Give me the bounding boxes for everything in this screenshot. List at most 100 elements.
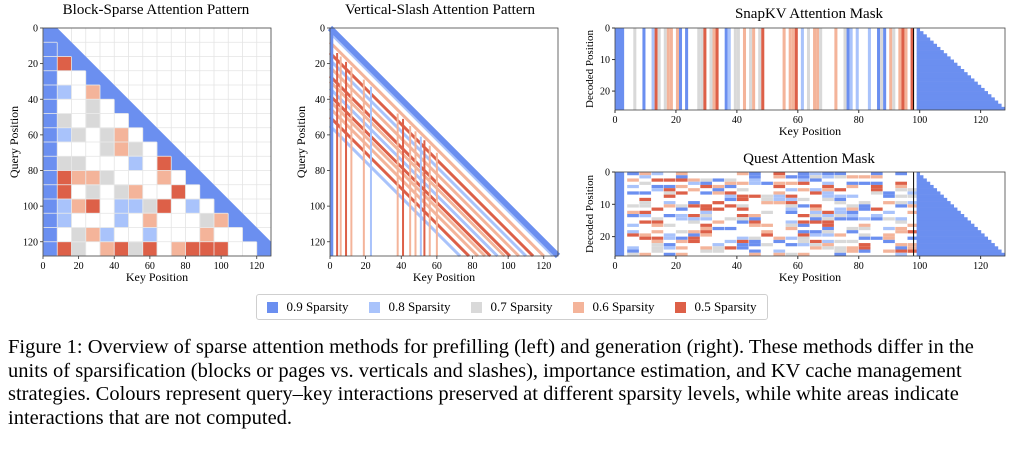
quest-page-cell [663, 246, 676, 250]
block-cell [100, 128, 114, 142]
block-cell [114, 242, 129, 256]
snapkv-decode-step [916, 56, 951, 60]
snapkv-x-tick-label: 60 [793, 115, 803, 126]
snapkv-decode-step [916, 59, 955, 63]
quest-page-cell [663, 178, 676, 182]
quest-page-cell [651, 178, 664, 182]
snapkv-frame [614, 27, 1006, 111]
snapkv-decode-step [916, 103, 1002, 108]
quest-page-cell [651, 230, 664, 234]
block-cell [100, 242, 114, 256]
quest-page-cell [895, 204, 907, 208]
quest-page-cell [810, 178, 822, 182]
quest-page-cell [749, 239, 761, 244]
quest-page-cell [810, 230, 822, 234]
quest-page-cell [761, 197, 773, 202]
legend-swatch [267, 301, 279, 313]
quest-page-cell [700, 223, 712, 227]
quest-page-cell [688, 214, 700, 218]
legend-swatch [369, 301, 381, 313]
quest-page-cell [834, 197, 847, 202]
quest-page-cell [675, 230, 688, 234]
quest-decode-step [916, 230, 982, 234]
vslash-slash-line [328, 59, 527, 258]
quest-page-cell [858, 223, 871, 227]
snapkv-kept-column [700, 28, 704, 110]
block-x-tick-label: 80 [181, 261, 191, 272]
quest-page-cell [761, 230, 773, 234]
quest-page-cell [675, 204, 688, 208]
quest-page-cell [895, 246, 907, 250]
quest-page-cell [846, 217, 859, 221]
block-cell [43, 42, 57, 57]
legend-item: 0.6 Sparsity [573, 299, 655, 315]
quest-page-cell [797, 230, 810, 234]
quest-page-cell [736, 236, 749, 240]
quest-page-cell [834, 252, 847, 256]
snapkv-kept-column [898, 28, 902, 110]
snapkv-decode-step [916, 69, 965, 73]
block-cell [128, 142, 143, 156]
quest-page-cell [688, 217, 700, 221]
snapkv-decode-step [916, 40, 934, 45]
quest-decode-step [916, 249, 1002, 254]
quest-page-cell [688, 181, 700, 185]
quest-page-cell [810, 233, 822, 237]
quest-page-cell [663, 191, 676, 195]
quest-page-cell [797, 236, 810, 240]
block-diagonal-band [43, 28, 271, 256]
vslash-y-tick-label: 40 [315, 95, 325, 106]
quest-page-cell [736, 239, 749, 244]
quest-sink-column [615, 172, 625, 256]
block-cell [114, 185, 129, 199]
snapkv-kept-column [712, 28, 716, 110]
block-cell [200, 227, 214, 242]
legend-item: 0.9 Sparsity [267, 299, 349, 315]
block-cell [86, 227, 100, 242]
block-cell [57, 156, 72, 171]
snapkv-decode-step [916, 87, 985, 92]
quest-page-cell [797, 252, 810, 256]
quest-page-cell [785, 207, 798, 211]
quest-page-cell [627, 252, 639, 256]
quest-page-cell [773, 184, 786, 189]
quest-page-cell [883, 249, 895, 253]
quest-page-cell [761, 210, 773, 214]
quest-page-cell [639, 201, 652, 205]
block-cell [128, 156, 143, 171]
quest-page-cell [675, 246, 688, 250]
quest-page-cell [822, 175, 834, 179]
quest-page-cell [895, 249, 907, 253]
quest-page-cell [712, 201, 725, 205]
vslash-chart-title: Vertical-Slash Attention Pattern [345, 2, 535, 18]
quest-page-cell [810, 191, 822, 195]
snapkv-x-tick-label: 20 [671, 115, 681, 126]
quest-page-cell [749, 249, 761, 253]
quest-page-cell [675, 178, 688, 182]
quest-page-cell [773, 194, 786, 198]
quest-decode-step [916, 233, 985, 237]
quest-page-cell [627, 191, 639, 195]
block-cell [71, 128, 86, 142]
quest-page-cell [761, 201, 773, 205]
quest-page-cell [834, 207, 847, 211]
snapkv-kept-column [663, 28, 667, 110]
quest-y-tick-label: 10 [600, 200, 610, 211]
quest-page-cell [797, 178, 810, 182]
legend-label: 0.7 Sparsity [490, 299, 553, 314]
snapkv-kept-column [733, 28, 737, 110]
snapkv-kept-column [788, 28, 792, 110]
quest-page-cell [870, 236, 883, 240]
quest-page-cell [822, 184, 834, 189]
quest-page-cell [663, 233, 676, 237]
snapkv-kept-column [642, 28, 646, 110]
quest-page-cell [785, 252, 798, 256]
quest-page-cell [663, 236, 676, 240]
block-y-tick-label: 40 [28, 95, 38, 106]
block-cell [43, 213, 57, 228]
snapkv-kept-column [678, 28, 683, 110]
vslash-frame [329, 27, 559, 257]
snapkv-y-label: Decoded Position [584, 30, 596, 108]
snapkv-decode-step [916, 31, 924, 35]
quest-page-cell [749, 236, 761, 240]
